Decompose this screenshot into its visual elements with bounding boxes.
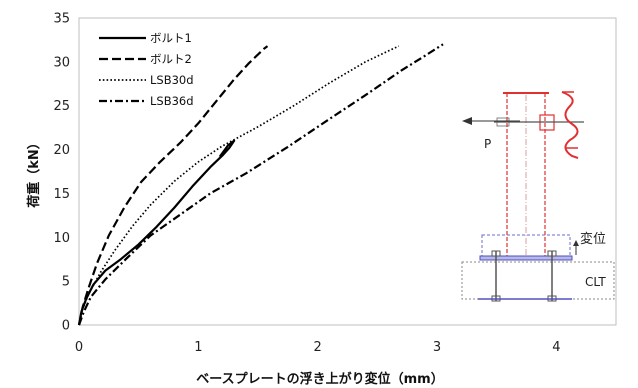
legend-label-1: ボルト1 xyxy=(150,31,192,45)
plot-area xyxy=(78,17,617,326)
legend-label-3: LSB30d xyxy=(150,73,194,87)
y-tick-label-6: 30 xyxy=(53,55,70,70)
displacement-label: 変位 xyxy=(580,231,606,247)
y-axis-title: 荷重（kN） xyxy=(26,136,42,209)
y-tick-label-7: 35 xyxy=(53,12,70,27)
anchor-nut-right-top xyxy=(547,250,557,257)
x-tick-label-2: 2 xyxy=(314,340,322,355)
x-tick-label-3: 3 xyxy=(433,340,441,355)
y-tick-label-2: 10 xyxy=(53,231,70,246)
series-line-2 xyxy=(77,45,269,326)
x-ticks: 0 1 2 3 4 xyxy=(75,340,561,355)
support-curve-icon xyxy=(561,91,579,159)
series-line-3 xyxy=(78,45,400,326)
base-plate xyxy=(479,255,573,261)
x-tick-label-4: 4 xyxy=(552,340,560,355)
series-line-4 xyxy=(77,43,444,326)
x-axis-title: ベースプレートの浮き上がり変位（mm） xyxy=(196,371,443,387)
legend-label-2: ボルト2 xyxy=(150,52,192,66)
y-tick-label-5: 25 xyxy=(53,99,70,114)
y-ticks: 0 5 10 15 20 25 30 35 xyxy=(53,12,70,334)
legend: ボルト1 ボルト2 LSB30d LSB36d xyxy=(99,31,194,108)
clt-label: CLT xyxy=(585,275,606,289)
load-arrow-icon xyxy=(462,117,472,125)
y-tick-label-3: 15 xyxy=(53,187,70,202)
load-label: P xyxy=(484,137,491,151)
anchor-nut-left-top xyxy=(491,250,501,257)
series-layer xyxy=(77,43,444,326)
y-tick-label-0: 0 xyxy=(62,319,70,334)
legend-label-4: LSB36d xyxy=(150,94,194,108)
x-tick-label-1: 1 xyxy=(194,340,202,355)
connection-diagram: P 変位 CLT xyxy=(461,91,615,302)
y-tick-label-4: 20 xyxy=(53,143,70,158)
displacement-arrow-icon xyxy=(573,240,579,246)
bolt-head xyxy=(496,117,510,127)
x-tick-label-0: 0 xyxy=(75,340,83,355)
y-tick-label-1: 5 xyxy=(62,275,70,290)
